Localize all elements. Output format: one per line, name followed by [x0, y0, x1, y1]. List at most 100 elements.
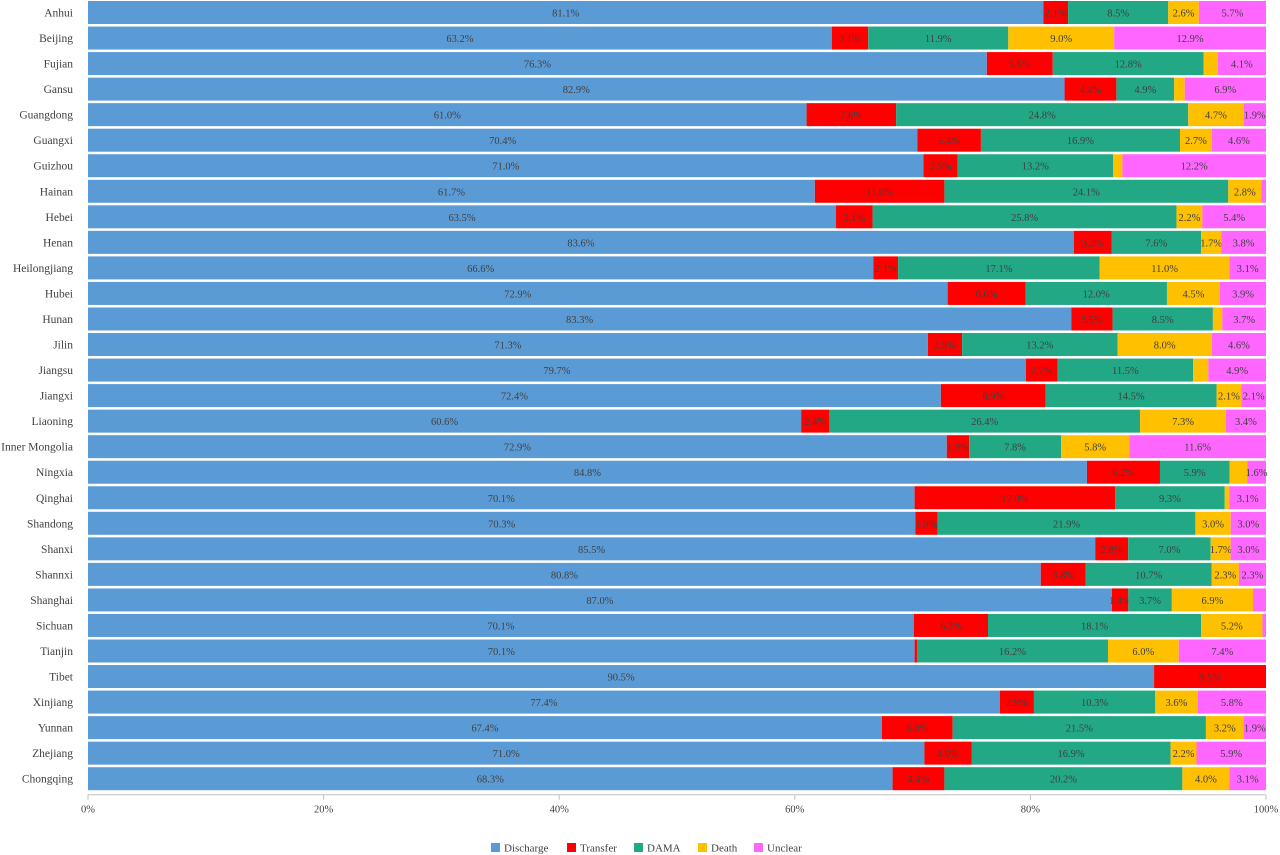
bar-segment-discharge	[88, 741, 925, 765]
data-label: 17.0%	[1001, 494, 1028, 505]
bar-segment-discharge	[88, 665, 1155, 689]
legend: Discharge Transfer DAMA Death Unclear	[491, 843, 802, 855]
data-label: 2.1%	[875, 264, 897, 275]
data-label: 2.7%	[1031, 366, 1053, 377]
bar-segment-transfer	[914, 639, 917, 663]
bar-segment-dama	[987, 613, 1202, 637]
category-label: Gansu	[44, 84, 74, 96]
bar-segment-discharge	[88, 1, 1044, 24]
data-label: 6.0%	[906, 724, 928, 735]
bar-segment-transfer	[1071, 307, 1113, 331]
bar-segment-death	[1188, 103, 1244, 127]
data-label: 82.9%	[563, 85, 590, 96]
x-tick-label: 0%	[81, 805, 95, 816]
bar-segment-unclear	[1211, 128, 1266, 152]
bar-segment-transfer	[913, 613, 988, 637]
bar-segment-death	[1113, 154, 1123, 178]
bar-segment-discharge	[88, 103, 807, 127]
bar-segment-transfer	[917, 128, 981, 152]
data-label: 3.0%	[1202, 519, 1224, 530]
data-label: 5.4%	[1223, 213, 1245, 224]
category-label: Inner Mongolia	[1, 442, 73, 454]
bar-segment-dama	[1052, 52, 1204, 76]
data-label: 6.6%	[976, 289, 998, 300]
bar-segment-discharge	[88, 205, 837, 229]
data-label: 9.0%	[1050, 34, 1072, 45]
category-label: Jiangxi	[40, 391, 73, 403]
data-label: 24.8%	[1029, 111, 1056, 122]
category-label: Yunnan	[38, 723, 73, 735]
data-label: 7.0%	[1158, 545, 1180, 556]
data-label: 3.5%	[1081, 315, 1103, 326]
bar-segment-death	[1210, 537, 1231, 561]
data-label: 20.2%	[1050, 775, 1077, 786]
bar-segment-transfer	[836, 205, 873, 229]
bar-segment-discharge	[88, 537, 1096, 561]
data-label: 6.9%	[1202, 596, 1224, 607]
data-label: 25.8%	[1011, 213, 1038, 224]
data-label: 1.6%	[1246, 468, 1268, 479]
bar-segment-death	[1193, 358, 1209, 382]
bar-segment-death	[1171, 588, 1254, 612]
data-label: 63.5%	[448, 213, 475, 224]
x-tick-label: 100%	[1254, 805, 1279, 816]
bar-segment-discharge	[88, 52, 987, 76]
bar-segment-discharge	[88, 384, 941, 408]
bar-segment-discharge	[88, 435, 947, 459]
legend-label: DAMA	[647, 843, 681, 855]
data-label: 72.9%	[504, 443, 531, 454]
category-label: Guangdong	[19, 110, 73, 122]
bar-segment-unclear	[1229, 767, 1266, 791]
bar-segment-dama	[1159, 460, 1230, 484]
data-label: 2.9%	[930, 162, 952, 173]
bar-segment-death	[1212, 307, 1223, 331]
data-label: 8.9%	[982, 392, 1004, 403]
data-label: 85.5%	[578, 545, 605, 556]
bar-segment-unclear	[1229, 486, 1266, 510]
bar-segment-transfer	[814, 179, 945, 203]
data-label: 77.4%	[530, 698, 557, 709]
bar-segment-discharge	[88, 128, 918, 152]
data-label: 63.2%	[446, 34, 473, 45]
category-label: Jiangsu	[39, 365, 74, 377]
category-label: Qinghai	[36, 493, 73, 505]
bar-segment-transfer	[892, 767, 945, 791]
data-label: 9.3%	[1159, 494, 1181, 505]
bar-segment-unclear	[1202, 205, 1266, 229]
bar-segment-transfer	[1154, 665, 1266, 689]
data-label: 4.0%	[1195, 775, 1217, 786]
bar-segment-transfer	[1025, 358, 1058, 382]
data-label: 11.0%	[1151, 264, 1178, 275]
category-label: Tianjin	[40, 646, 73, 658]
bar-segment-death	[1155, 690, 1198, 714]
bar-segment-death	[1174, 77, 1185, 101]
bar-segment-transfer	[1086, 460, 1160, 484]
bar-segment-death	[1170, 741, 1197, 765]
bar-segment-unclear	[1220, 281, 1266, 305]
bar-segment-dama	[952, 716, 1206, 740]
data-label: 5.9%	[1220, 749, 1242, 760]
bar-segment-dama	[962, 333, 1118, 357]
data-label: 26.4%	[971, 417, 998, 428]
bar-segment-dama	[1116, 77, 1175, 101]
bar-segment-discharge	[88, 281, 948, 305]
data-label: 7.6%	[1145, 238, 1167, 249]
bar-segment-transfer	[986, 52, 1053, 76]
data-label: 13.2%	[1026, 341, 1053, 352]
data-label: 70.4%	[489, 136, 516, 147]
data-label: 4.6%	[1228, 341, 1250, 352]
bar-segment-discharge	[88, 307, 1072, 331]
data-label: 3.1%	[1237, 264, 1259, 275]
data-label: 3.1%	[839, 34, 861, 45]
data-label: 12.9%	[1177, 34, 1204, 45]
category-label: Shandong	[27, 518, 73, 530]
data-label: 1.7%	[1210, 545, 1232, 556]
x-axis: 0% 20% 40% 60% 80% 100%	[81, 794, 1279, 816]
bar-segment-dama	[1033, 690, 1156, 714]
data-label: 12.0%	[1083, 289, 1110, 300]
category-label: Hubei	[45, 288, 73, 300]
category-label: Xinjiang	[33, 697, 73, 709]
data-label: 3.2%	[1214, 724, 1236, 735]
bar-segment-dama	[944, 767, 1183, 791]
category-label: Heilongjiang	[13, 263, 73, 275]
